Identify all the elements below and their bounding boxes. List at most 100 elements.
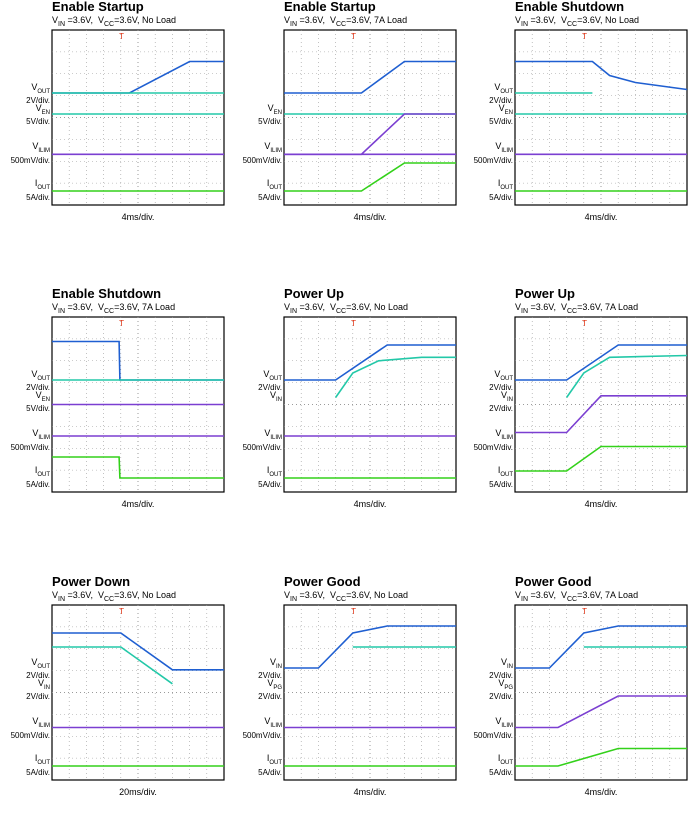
scope-screen: T: [51, 604, 225, 781]
waveform-trace: [515, 747, 687, 767]
channel-label: IOUT 5A/div.: [26, 752, 50, 777]
waveform-trace: [52, 456, 224, 479]
waveform-trace: [515, 60, 688, 91]
trigger-marker: T: [582, 607, 587, 616]
waveform-trace: [515, 395, 687, 434]
waveform-svg: T: [514, 604, 688, 781]
channel-label: VIN: [269, 389, 282, 403]
panel-conditions: VIN =3.6V, VCC=3.6V, 7A Load: [515, 590, 639, 603]
channel-label: IOUT 5A/div.: [258, 752, 282, 777]
timebase-label: 4ms/div.: [353, 212, 387, 222]
scope-panel: Enable Startup VIN =3.6V, VCC=3.6V, No Lo…: [0, 0, 230, 260]
waveform-trace: [52, 632, 224, 671]
panel-title: Enable Startup: [284, 0, 376, 14]
waveform-trace: [515, 344, 687, 381]
channel-label: IOUT 5A/div.: [489, 464, 513, 489]
channel-label: VILIM 500mV/div.: [10, 428, 50, 452]
waveform-trace: [52, 340, 224, 381]
panel-conditions: VIN =3.6V, VCC=3.6V, No Load: [284, 590, 409, 603]
channel-label: VILIM 500mV/div.: [473, 428, 513, 452]
trigger-marker: T: [582, 319, 587, 328]
scope-screen: T: [51, 316, 225, 493]
channel-label: VIN 2V/div.: [489, 389, 513, 414]
waveform-trace: [284, 162, 456, 192]
waveform-trace: [515, 625, 687, 669]
channel-label: VPG 2V/div.: [489, 677, 513, 702]
trigger-marker: T: [119, 607, 124, 616]
scope-screen: T: [514, 316, 688, 493]
timebase-label: 20ms/div.: [119, 787, 157, 797]
channel-label: VOUT 2V/div.: [26, 656, 50, 681]
panel-conditions: VIN =3.6V, VCC=3.6V, No Load: [515, 15, 640, 28]
scope-screen: T: [283, 316, 457, 493]
panel-conditions: VIN =3.6V, VCC=3.6V, 7A Load: [515, 302, 639, 315]
waveform-svg: T: [51, 604, 225, 781]
waveform-trace: [52, 646, 173, 685]
panel-conditions: VIN =3.6V, VCC=3.6V, 7A Load: [284, 15, 408, 28]
channel-label: VEN 5V/div.: [489, 102, 513, 127]
channel-label: VOUT 2V/div.: [26, 81, 50, 106]
channel-label: VEN 5V/div.: [26, 102, 50, 127]
trigger-marker: T: [351, 607, 356, 616]
waveform-svg: T: [514, 316, 688, 493]
scope-panel: Power Good VIN =3.6V, VCC=3.6V, No Load T V…: [232, 575, 462, 835]
timebase-label: 4ms/div.: [584, 212, 618, 222]
channel-label: VOUT 2V/div.: [26, 368, 50, 393]
panel-conditions: VIN =3.6V, VCC=3.6V, No Load: [52, 15, 177, 28]
channel-label: VOUT 2V/div.: [489, 81, 513, 106]
panel-title: Power Good: [515, 574, 592, 589]
timebase-label: 4ms/div.: [353, 787, 387, 797]
channel-label: VILIM 500mV/div.: [242, 428, 282, 452]
waveform-trace: [284, 60, 456, 94]
panel-title: Power Up: [515, 286, 575, 301]
channel-label: VIN 2V/div.: [489, 656, 513, 681]
panel-title: Enable Shutdown: [515, 0, 625, 14]
scope-panel: Power Down VIN =3.6V, VCC=3.6V, No Load T V…: [0, 575, 230, 835]
trigger-marker: T: [351, 319, 356, 328]
scope-screen: T: [514, 604, 688, 781]
panel-title: Power Up: [284, 286, 344, 301]
trigger-marker: T: [119, 32, 124, 41]
timebase-label: 4ms/div.: [121, 212, 155, 222]
timebase-label: 4ms/div.: [353, 499, 387, 509]
channel-label: IOUT 5A/div.: [489, 752, 513, 777]
waveform-trace: [284, 625, 456, 669]
scope-panel: Enable Startup VIN =3.6V, VCC=3.6V, 7A Lo…: [232, 0, 462, 260]
channel-label: VILIM 500mV/div.: [473, 716, 513, 740]
channel-label: VILIM 500mV/div.: [10, 141, 50, 165]
panel-conditions: VIN =3.6V, VCC=3.6V, No Load: [284, 302, 409, 315]
waveform-svg: T: [283, 604, 457, 781]
trigger-marker: T: [119, 319, 124, 328]
channel-label: VEN 5V/div.: [26, 389, 50, 414]
trigger-marker: T: [351, 32, 356, 41]
channel-label: VPG 2V/div.: [258, 677, 282, 702]
scope-screen: T: [51, 29, 225, 206]
waveform-svg: T: [51, 29, 225, 206]
scope-panel: Power Up VIN =3.6V, VCC=3.6V, 7A Load T VOU…: [463, 287, 691, 547]
channel-label: VOUT 2V/div.: [489, 368, 513, 393]
waveform-svg: T: [514, 29, 688, 206]
channel-label: IOUT 5A/div.: [489, 177, 513, 202]
panel-title: Enable Startup: [52, 0, 144, 14]
timebase-label: 4ms/div.: [584, 499, 618, 509]
channel-label: VILIM 500mV/div.: [242, 716, 282, 740]
channel-label: IOUT 5A/div.: [26, 464, 50, 489]
waveform-trace: [515, 695, 687, 729]
scope-screen: T: [283, 29, 457, 206]
waveform-trace: [334, 356, 456, 398]
scope-screen: T: [514, 29, 688, 206]
channel-label: VILIM 500mV/div.: [242, 141, 282, 165]
timebase-label: 4ms/div.: [121, 499, 155, 509]
channel-label: VIN 2V/div.: [258, 656, 282, 681]
timebase-label: 4ms/div.: [584, 787, 618, 797]
channel-label: VILIM 500mV/div.: [473, 141, 513, 165]
waveform-trace: [284, 344, 456, 381]
scope-panel: Power Up VIN =3.6V, VCC=3.6V, No Load T VOU…: [232, 287, 462, 547]
waveform-trace: [515, 445, 687, 472]
channel-label: VILIM 500mV/div.: [10, 716, 50, 740]
scope-panel: Enable Shutdown VIN =3.6V, VCC=3.6V, 7A L…: [0, 287, 230, 547]
waveform-trace: [565, 354, 688, 398]
panel-title: Power Good: [284, 574, 361, 589]
waveform-svg: T: [283, 29, 457, 206]
channel-label: VIN 2V/div.: [26, 677, 50, 702]
